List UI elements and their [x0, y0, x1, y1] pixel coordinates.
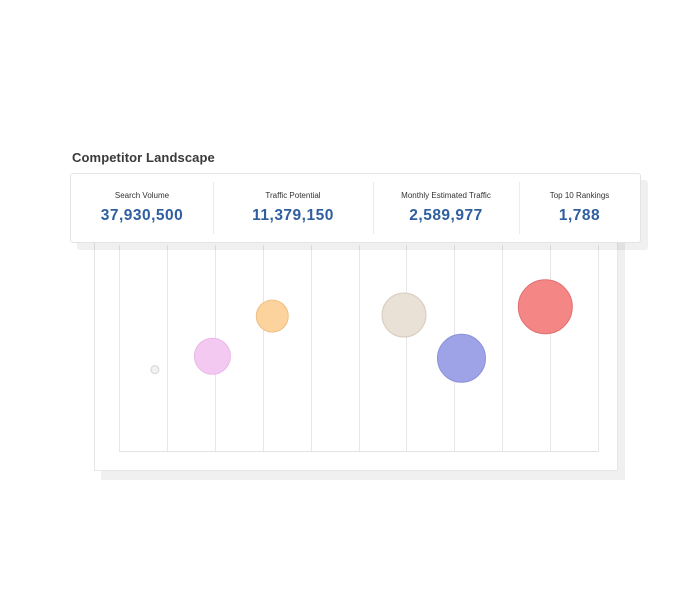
competitor-bubble[interactable] — [255, 299, 289, 333]
metric-search-volume: Search Volume 37,930,500 — [71, 174, 213, 242]
metric-value: 11,379,150 — [252, 207, 334, 224]
metric-monthly-estimated-traffic: Monthly Estimated Traffic 2,589,977 — [373, 174, 519, 242]
metrics-card: Search Volume 37,930,500 Traffic Potenti… — [70, 173, 641, 243]
metric-traffic-potential: Traffic Potential 11,379,150 — [213, 174, 373, 242]
metric-value: 1,788 — [558, 207, 601, 224]
metric-top-10-rankings: Top 10 Rankings 1,788 — [519, 174, 640, 242]
chart-grid — [119, 245, 599, 452]
metric-label: Monthly Estimated Traffic — [401, 191, 491, 200]
metric-value: 37,930,500 — [100, 207, 184, 224]
competitor-bubble[interactable] — [150, 365, 160, 375]
metric-value: 2,589,977 — [409, 207, 483, 224]
metric-label: Search Volume — [114, 191, 170, 200]
metric-label: Traffic Potential — [265, 191, 321, 200]
bubble-chart-panel — [94, 228, 618, 471]
bubble-chart — [119, 245, 599, 452]
competitor-bubble[interactable] — [517, 279, 573, 335]
section-title: Competitor Landscape — [72, 150, 215, 165]
competitor-bubble[interactable] — [381, 292, 427, 338]
competitor-bubble[interactable] — [193, 337, 231, 375]
chart-bubbles — [150, 279, 573, 383]
metric-label: Top 10 Rankings — [549, 191, 610, 200]
competitor-bubble[interactable] — [436, 333, 486, 383]
